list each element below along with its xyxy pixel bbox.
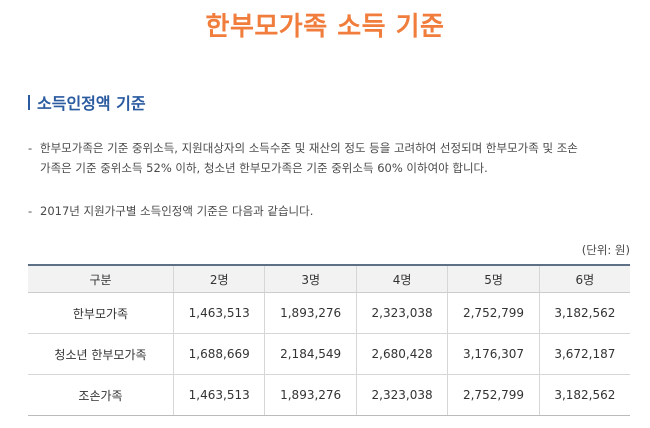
- table-cell: 3,182,562: [538, 292, 630, 334]
- table-row: 한부모가족 1,463,513 1,893,276 2,323,038 2,75…: [28, 292, 630, 334]
- header-6-persons: 6명: [538, 264, 630, 293]
- page-title: 한부모가족 소득 기준: [205, 12, 445, 42]
- table-cell: 2,680,428: [355, 333, 448, 375]
- table-cell: 3,176,307: [447, 333, 540, 375]
- description-line-1: - 한부모가족은 기준 중위소득, 지원대상자의 소득수준 및 재산의 정도 등을…: [28, 138, 640, 158]
- header-2-persons: 2명: [172, 264, 265, 293]
- table-cell: 1,893,276: [264, 374, 357, 416]
- unit-label: (단위: 원): [581, 243, 630, 257]
- criteria-intro: -2017년 지원가구별 소득인정액 기준은 다음과 같습니다.: [28, 201, 640, 221]
- table-cell: 1,688,669: [172, 333, 265, 375]
- header-3-persons: 3명: [264, 264, 357, 293]
- heading-bar: [28, 94, 30, 110]
- header-4-persons: 4명: [355, 264, 448, 293]
- table-cell: 3,182,562: [538, 374, 630, 416]
- table-row: 청소년 한부모가족 1,688,669 2,184,549 2,680,428 …: [28, 333, 630, 375]
- income-criteria-table: 구분 2명 3명 4명 5명 6명 한부모가족 1,463,513 1,893,…: [28, 264, 630, 416]
- bullet-dash: -: [28, 204, 33, 218]
- table-cell: 1,893,276: [264, 292, 357, 334]
- criteria-intro-text: 2017년 지원가구별 소득인정액 기준은 다음과 같습니다.: [40, 204, 314, 218]
- criteria-description: - 한부모가족은 기준 중위소득, 지원대상자의 소득수준 및 재산의 정도 등을…: [28, 138, 640, 178]
- description-line-2: 가족은 기준 중위소득 52% 이하, 청소년 한부모가족은 기준 중위소득 6…: [40, 161, 488, 175]
- row-label: 한부모가족: [28, 292, 174, 334]
- header-5-persons: 5명: [447, 264, 540, 293]
- bullet-dash: -: [28, 141, 33, 155]
- table-cell: 1,463,513: [172, 374, 265, 416]
- table-cell: 3,672,187: [538, 333, 630, 375]
- table-cell: 2,184,549: [264, 333, 357, 375]
- header-category: 구분: [28, 264, 174, 293]
- table-cell: 2,752,799: [447, 292, 540, 334]
- table-row: 조손가족 1,463,513 1,893,276 2,323,038 2,752…: [28, 374, 630, 416]
- description-line-1-text: 한부모가족은 기준 중위소득, 지원대상자의 소득수준 및 재산의 정도 등을 …: [40, 141, 578, 155]
- section-heading: 소득인정액 기준: [28, 90, 146, 114]
- row-label: 청소년 한부모가족: [28, 333, 174, 375]
- table-cell: 2,323,038: [355, 292, 448, 334]
- section-heading-label: 소득인정액 기준: [37, 94, 146, 113]
- table-cell: 2,323,038: [355, 374, 448, 416]
- row-label: 조손가족: [28, 374, 174, 416]
- table-header-row: 구분 2명 3명 4명 5명 6명: [28, 264, 630, 293]
- table-cell: 2,752,799: [447, 374, 540, 416]
- table-cell: 1,463,513: [172, 292, 265, 334]
